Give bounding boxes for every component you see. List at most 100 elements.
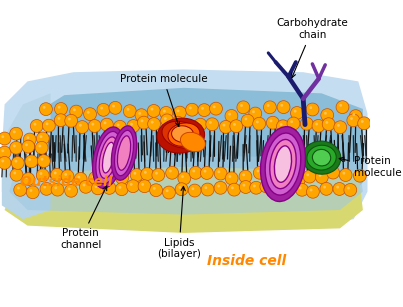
Circle shape: [116, 172, 129, 185]
Circle shape: [147, 104, 160, 117]
Circle shape: [103, 181, 116, 194]
Circle shape: [104, 122, 106, 124]
Circle shape: [253, 166, 266, 179]
Circle shape: [306, 173, 309, 176]
Circle shape: [25, 155, 38, 168]
Circle shape: [61, 170, 74, 183]
Circle shape: [54, 172, 57, 174]
Circle shape: [213, 105, 216, 108]
Circle shape: [41, 158, 44, 161]
Polygon shape: [2, 93, 50, 219]
Circle shape: [164, 117, 167, 120]
Circle shape: [171, 116, 184, 129]
Circle shape: [218, 170, 220, 173]
Circle shape: [358, 117, 370, 130]
Ellipse shape: [99, 137, 118, 178]
Circle shape: [243, 184, 245, 187]
Circle shape: [249, 107, 262, 120]
Circle shape: [163, 110, 166, 112]
Circle shape: [334, 121, 347, 134]
Circle shape: [268, 170, 281, 183]
Circle shape: [138, 180, 151, 192]
Circle shape: [13, 172, 16, 174]
Circle shape: [161, 114, 174, 127]
Circle shape: [169, 169, 172, 173]
Circle shape: [133, 172, 136, 175]
Circle shape: [117, 123, 120, 126]
Circle shape: [138, 112, 141, 115]
Circle shape: [209, 121, 212, 124]
Circle shape: [150, 184, 162, 196]
Circle shape: [144, 171, 147, 174]
Circle shape: [54, 103, 67, 115]
Circle shape: [83, 184, 85, 186]
Circle shape: [282, 183, 295, 196]
Text: Carbohydrate
chain: Carbohydrate chain: [276, 18, 348, 78]
Circle shape: [51, 183, 64, 196]
Circle shape: [115, 183, 128, 196]
Circle shape: [197, 122, 200, 124]
Circle shape: [280, 104, 283, 107]
Polygon shape: [4, 167, 363, 233]
Circle shape: [14, 183, 27, 196]
Circle shape: [245, 118, 247, 120]
Circle shape: [252, 110, 255, 113]
Circle shape: [141, 119, 143, 122]
Circle shape: [296, 183, 308, 196]
Circle shape: [183, 119, 195, 132]
Text: Protein molecule: Protein molecule: [120, 74, 208, 126]
Circle shape: [106, 174, 108, 177]
Circle shape: [257, 169, 260, 173]
Circle shape: [325, 121, 328, 124]
Circle shape: [266, 116, 279, 129]
Circle shape: [112, 105, 115, 107]
Circle shape: [11, 157, 24, 169]
Circle shape: [43, 186, 46, 188]
Circle shape: [54, 114, 67, 126]
Circle shape: [77, 176, 80, 178]
Circle shape: [13, 130, 16, 133]
Circle shape: [130, 183, 133, 186]
Circle shape: [253, 185, 256, 187]
Circle shape: [239, 170, 252, 183]
Circle shape: [114, 120, 126, 133]
Circle shape: [233, 123, 236, 126]
Circle shape: [256, 121, 259, 123]
Circle shape: [15, 160, 17, 163]
Circle shape: [192, 169, 195, 173]
Circle shape: [270, 119, 272, 122]
Circle shape: [293, 173, 305, 186]
Circle shape: [191, 187, 194, 190]
Circle shape: [225, 110, 238, 122]
Circle shape: [323, 186, 326, 188]
Circle shape: [119, 175, 122, 177]
Circle shape: [79, 124, 82, 127]
Circle shape: [312, 119, 325, 132]
Circle shape: [79, 181, 92, 193]
Circle shape: [277, 101, 290, 114]
Circle shape: [130, 123, 133, 126]
Circle shape: [217, 185, 220, 187]
Circle shape: [206, 118, 219, 131]
Circle shape: [22, 173, 35, 185]
Circle shape: [127, 180, 139, 192]
Circle shape: [46, 122, 48, 125]
Circle shape: [228, 183, 241, 196]
Circle shape: [181, 175, 184, 178]
Ellipse shape: [111, 126, 137, 180]
Circle shape: [319, 174, 322, 177]
Circle shape: [231, 186, 234, 189]
Circle shape: [166, 166, 179, 179]
Circle shape: [303, 170, 316, 183]
Ellipse shape: [274, 146, 291, 182]
Circle shape: [37, 155, 50, 168]
Circle shape: [100, 107, 103, 110]
Circle shape: [38, 145, 41, 147]
Circle shape: [97, 103, 110, 116]
Circle shape: [91, 182, 104, 195]
Circle shape: [177, 109, 179, 112]
Circle shape: [344, 184, 357, 196]
Circle shape: [58, 117, 60, 120]
Circle shape: [35, 141, 48, 154]
Ellipse shape: [307, 145, 336, 170]
